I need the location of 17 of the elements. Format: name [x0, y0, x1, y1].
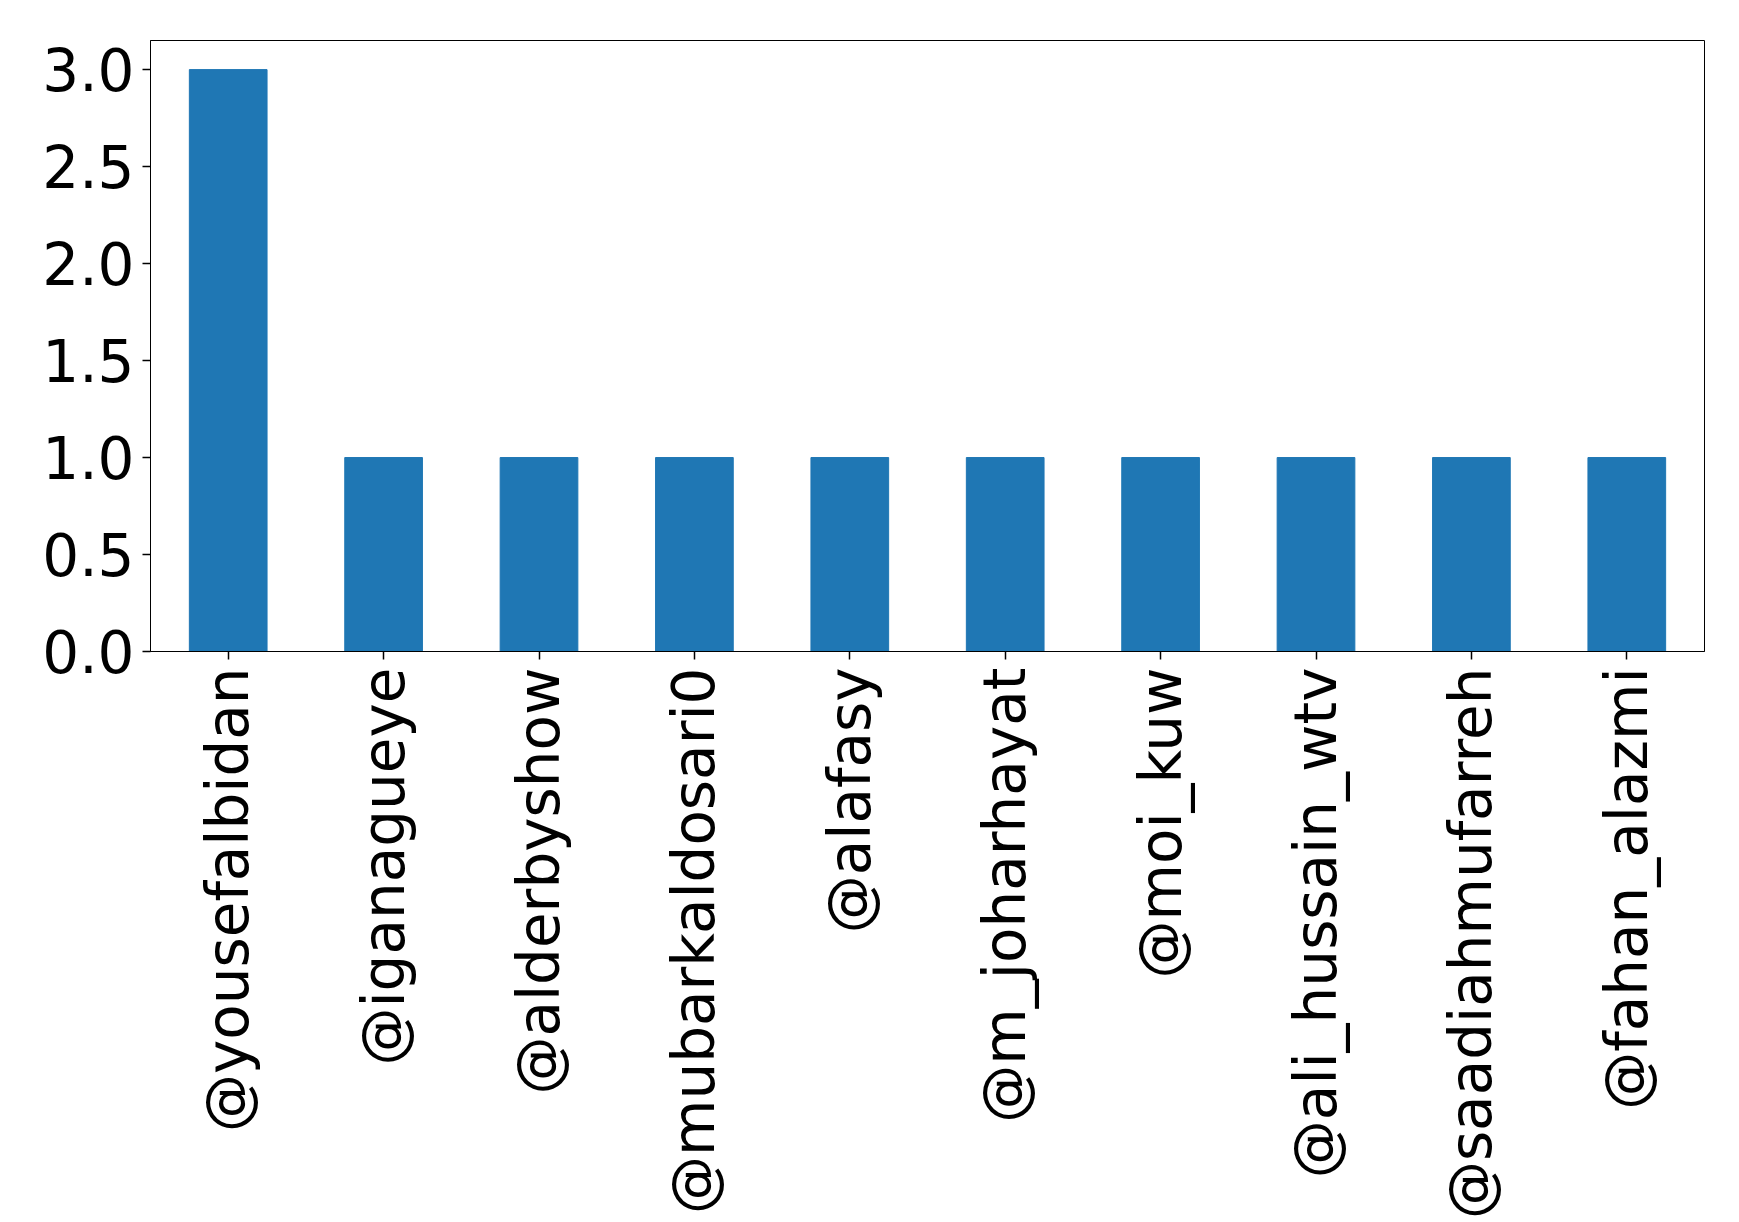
- y-tick-label: 1.0: [42, 425, 135, 494]
- x-tick-label: @fahan_alazmi: [1592, 667, 1661, 1110]
- y-tick-label: 0.0: [42, 619, 135, 687]
- y-tick-label: 2.0: [42, 231, 135, 300]
- x-tick-label: @alderbyshow: [505, 667, 573, 1095]
- x-tick-label: @iganagueye: [349, 667, 418, 1066]
- x-tick-label: @mubarkaldosari0: [660, 667, 729, 1215]
- y-tick-label: 2.5: [42, 134, 135, 203]
- y-tick-label: 0.5: [42, 522, 135, 591]
- x-tick-label: @alafasy: [815, 667, 884, 934]
- x-tick-label: @moi_kuw: [1126, 667, 1195, 979]
- x-tick-label: @m_joharhayat: [971, 667, 1040, 1123]
- y-tick-label: 3.0: [42, 37, 135, 106]
- y-tick-label: 1.5: [42, 328, 135, 397]
- x-tick-label: @saadiahmufarreh: [1437, 667, 1506, 1220]
- x-tick-label: @ali_hussain_wtv: [1282, 667, 1350, 1179]
- x-tick-label: @yousefalbidan: [194, 667, 263, 1133]
